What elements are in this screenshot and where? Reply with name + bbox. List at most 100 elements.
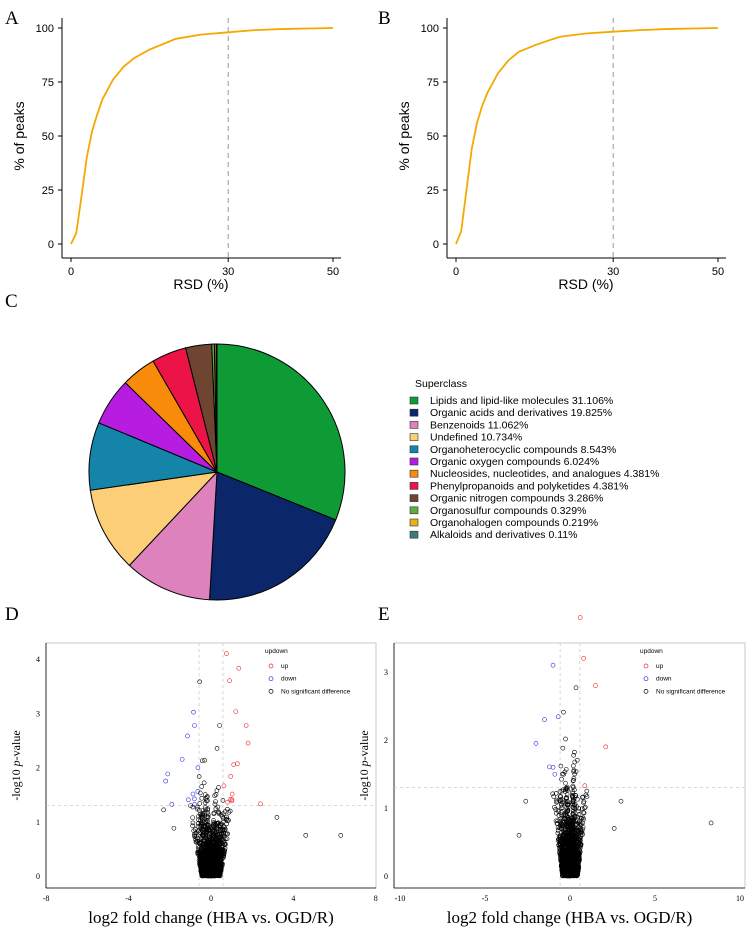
panel-label: B xyxy=(378,8,391,29)
y-tick-label: 2 xyxy=(384,736,388,745)
data-point xyxy=(214,833,219,838)
legend-marker xyxy=(268,689,274,694)
data-point xyxy=(561,819,566,825)
legend-swatch xyxy=(409,421,419,429)
data-point xyxy=(198,813,204,818)
data-point xyxy=(163,778,168,784)
x-tick-label: 50 xyxy=(712,266,724,278)
data-point xyxy=(611,826,617,831)
data-point xyxy=(567,863,572,869)
data-point xyxy=(569,846,575,852)
data-point xyxy=(199,845,204,850)
data-point xyxy=(708,820,714,826)
data-point xyxy=(215,804,221,810)
data-point xyxy=(553,807,558,812)
data-point xyxy=(202,757,207,763)
data-point xyxy=(206,823,211,828)
data-point xyxy=(573,769,579,774)
data-point xyxy=(212,801,218,807)
data-point xyxy=(570,868,575,874)
data-point xyxy=(577,615,583,620)
data-point xyxy=(583,792,589,798)
data-point xyxy=(581,800,586,806)
pie-slice xyxy=(216,343,346,521)
x-axis-label: RSD (%) xyxy=(558,276,613,292)
data-point xyxy=(245,740,251,746)
cumulative-curve xyxy=(455,27,719,245)
data-point xyxy=(215,809,221,814)
legend-entry: up xyxy=(281,663,289,670)
data-point xyxy=(581,810,586,815)
data-point xyxy=(211,840,216,846)
data-point xyxy=(208,869,214,875)
data-point xyxy=(185,733,190,739)
x-tick-label: -10 xyxy=(395,894,406,903)
data-point xyxy=(574,804,579,809)
data-point xyxy=(565,802,571,808)
data-point xyxy=(210,846,215,851)
data-point xyxy=(570,799,575,804)
data-point xyxy=(190,823,195,829)
data-point xyxy=(557,819,563,824)
data-point xyxy=(201,864,207,870)
panel-label: D xyxy=(5,604,19,625)
legend-entry: Undefined 10.734% xyxy=(430,432,522,444)
data-point xyxy=(221,841,227,847)
data-point xyxy=(215,821,220,826)
data-point xyxy=(569,818,575,823)
data-point xyxy=(228,774,234,779)
data-point xyxy=(195,850,201,856)
data-point xyxy=(216,846,222,851)
data-point xyxy=(198,858,203,864)
data-point xyxy=(567,869,573,875)
data-point xyxy=(560,833,566,839)
data-point xyxy=(216,838,222,844)
panel-label: A xyxy=(5,8,19,29)
legend-entry: Organic oxygen compounds 6.024% xyxy=(430,456,599,468)
data-point xyxy=(220,798,226,803)
data-point xyxy=(573,834,579,839)
data-point xyxy=(202,845,208,851)
data-point xyxy=(580,795,585,800)
data-point xyxy=(221,836,226,842)
data-point xyxy=(219,866,224,871)
data-point xyxy=(558,810,564,815)
y-tick-label: 1 xyxy=(384,804,388,813)
y-tick-label: 0 xyxy=(433,239,439,251)
x-tick-label: -8 xyxy=(43,894,50,903)
data-point xyxy=(581,810,587,816)
data-point xyxy=(218,847,223,853)
data-point xyxy=(224,651,229,656)
y-tick-label: 100 xyxy=(36,23,54,35)
data-point xyxy=(560,745,566,751)
data-point xyxy=(236,665,242,671)
data-point xyxy=(203,805,208,810)
data-point xyxy=(197,679,202,685)
data-point xyxy=(202,827,207,833)
legend-entry: Alkaloids and derivatives 0.11% xyxy=(430,529,577,541)
data-point xyxy=(220,816,226,821)
data-point xyxy=(570,783,576,789)
data-point xyxy=(582,783,588,788)
x-tick-label: 0 xyxy=(209,894,213,903)
data-point xyxy=(195,789,201,794)
y-tick-label: 0 xyxy=(384,872,388,881)
data-point xyxy=(569,822,575,828)
data-point xyxy=(206,860,212,866)
data-point xyxy=(200,832,205,838)
data-point xyxy=(563,767,569,772)
y-tick-label: 0 xyxy=(48,239,54,251)
legend-entry: Organohalogen compounds 0.219% xyxy=(430,517,598,529)
data-point xyxy=(573,821,579,827)
data-point xyxy=(573,831,578,837)
data-point xyxy=(565,815,571,820)
data-point xyxy=(565,787,570,793)
data-point xyxy=(557,789,563,794)
legend-swatch xyxy=(409,469,419,478)
y-axis-label: -log10 p-value xyxy=(357,730,371,800)
data-point xyxy=(574,872,580,877)
data-point xyxy=(576,811,582,817)
data-point xyxy=(570,793,575,799)
data-point xyxy=(555,807,561,813)
